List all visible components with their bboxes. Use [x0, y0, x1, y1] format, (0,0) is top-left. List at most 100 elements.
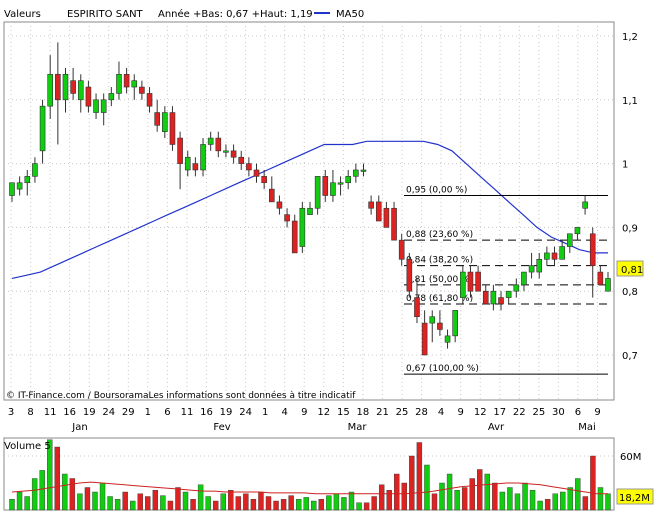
x-tick-label: 17	[493, 407, 506, 418]
volume-bar	[160, 495, 166, 511]
candle-body	[414, 297, 420, 318]
x-tick-label: 24	[102, 407, 115, 418]
candle-body	[162, 112, 168, 132]
volume-bar	[258, 491, 264, 511]
x-tick-label: 29	[122, 407, 135, 418]
volume-bar	[522, 482, 528, 511]
ma-legend-label: MA50	[336, 9, 364, 20]
volume-bar	[288, 495, 294, 511]
candle-body	[337, 182, 344, 185]
month-label: Jan	[71, 422, 87, 433]
volume-bar	[537, 500, 543, 511]
candle-body	[177, 137, 183, 164]
x-tick-label: 9	[457, 407, 463, 418]
candle-body	[100, 99, 107, 113]
candle-body	[77, 80, 84, 101]
y-tick-label: 0,8	[622, 287, 638, 298]
candle-body	[131, 80, 138, 88]
volume-bar	[409, 455, 415, 511]
candle-body	[559, 246, 565, 260]
candle-body	[582, 201, 588, 209]
x-tick-label: 25	[532, 407, 545, 418]
x-tick-label: 30	[552, 407, 565, 418]
candle-body	[398, 239, 405, 260]
y-tick-label: 0,9	[622, 223, 638, 234]
candle-body	[353, 169, 359, 177]
volume-bar	[439, 482, 445, 511]
volume-bar	[250, 499, 257, 511]
candle-body	[85, 86, 92, 107]
x-tick-label: 6	[164, 407, 170, 418]
candle-body	[383, 207, 390, 228]
volume-bar	[145, 496, 151, 511]
candle-body	[605, 278, 611, 292]
volume-last-box	[616, 488, 654, 505]
volume-bar	[454, 490, 460, 511]
volume-bar	[469, 478, 475, 511]
candle-body	[93, 99, 99, 113]
volume-bar	[24, 496, 30, 511]
header-range: Année +Bas: 0,67 +Haut: 1,19	[158, 8, 313, 20]
x-tick-label: 11	[44, 407, 57, 418]
header-prefix: Valeurs	[4, 9, 41, 20]
x-tick-label: 4	[438, 407, 444, 418]
volume-bar	[363, 502, 370, 511]
candle-body	[574, 227, 581, 235]
candle-body	[521, 271, 527, 286]
candle-body	[391, 207, 397, 241]
x-tick-label: 19	[83, 407, 96, 418]
candle-body	[360, 169, 367, 172]
month-label: Avr	[488, 422, 505, 433]
attribution: © IT-Finance.com / BoursoramaLes informa…	[6, 390, 356, 401]
volume-bar	[9, 499, 15, 511]
volume-y-tick-label: 60M	[620, 452, 641, 463]
fibonacci-label-bg	[405, 228, 469, 240]
volume-bar	[424, 464, 430, 511]
volume-bar	[401, 482, 408, 511]
volume-bar	[197, 484, 204, 511]
candle-body	[146, 93, 153, 107]
x-tick-label: 18	[357, 407, 370, 418]
volume-bar	[333, 493, 340, 511]
x-tick-label: 22	[513, 407, 526, 418]
volume-bar	[122, 491, 128, 511]
volume-bar	[529, 490, 536, 511]
candle-body	[475, 271, 481, 292]
volume-bar	[386, 490, 392, 511]
candle-body	[544, 252, 550, 260]
candle-body	[597, 271, 604, 286]
volume-bar	[311, 500, 317, 511]
candle-body	[16, 182, 23, 190]
candle-body	[230, 150, 237, 158]
candle-body	[207, 137, 214, 145]
candle-body	[200, 144, 206, 171]
x-tick-label: 25	[396, 407, 409, 418]
volume-bar	[62, 473, 68, 511]
y-tick-label: 1,1	[622, 96, 638, 107]
candle-body	[238, 156, 245, 164]
x-tick-label: 11	[181, 407, 194, 418]
volume-bar	[205, 496, 211, 511]
candle-body	[169, 112, 176, 145]
volume-bar	[130, 500, 136, 511]
fibonacci-label: 0,67 (100,00 %)	[406, 364, 479, 374]
candle-body	[62, 73, 69, 101]
volume-bar	[590, 455, 596, 511]
y-tick-label: 1,2	[622, 32, 638, 43]
candle-body	[566, 233, 573, 247]
volume-bar	[567, 487, 573, 511]
candle-body	[55, 73, 61, 101]
candle-body	[368, 201, 374, 209]
candle-body	[108, 93, 115, 101]
x-tick-label: 12	[474, 407, 487, 418]
x-tick-label: 21	[376, 407, 389, 418]
candle-body	[513, 284, 520, 292]
candle-body	[116, 73, 122, 94]
candle-body	[505, 290, 512, 298]
volume-plot-frame	[3, 437, 615, 511]
candle-body	[39, 105, 46, 152]
volume-bar	[84, 487, 91, 511]
fibonacci-label-bg	[405, 183, 469, 195]
volume-bar	[69, 478, 76, 511]
volume-bar	[341, 497, 347, 511]
